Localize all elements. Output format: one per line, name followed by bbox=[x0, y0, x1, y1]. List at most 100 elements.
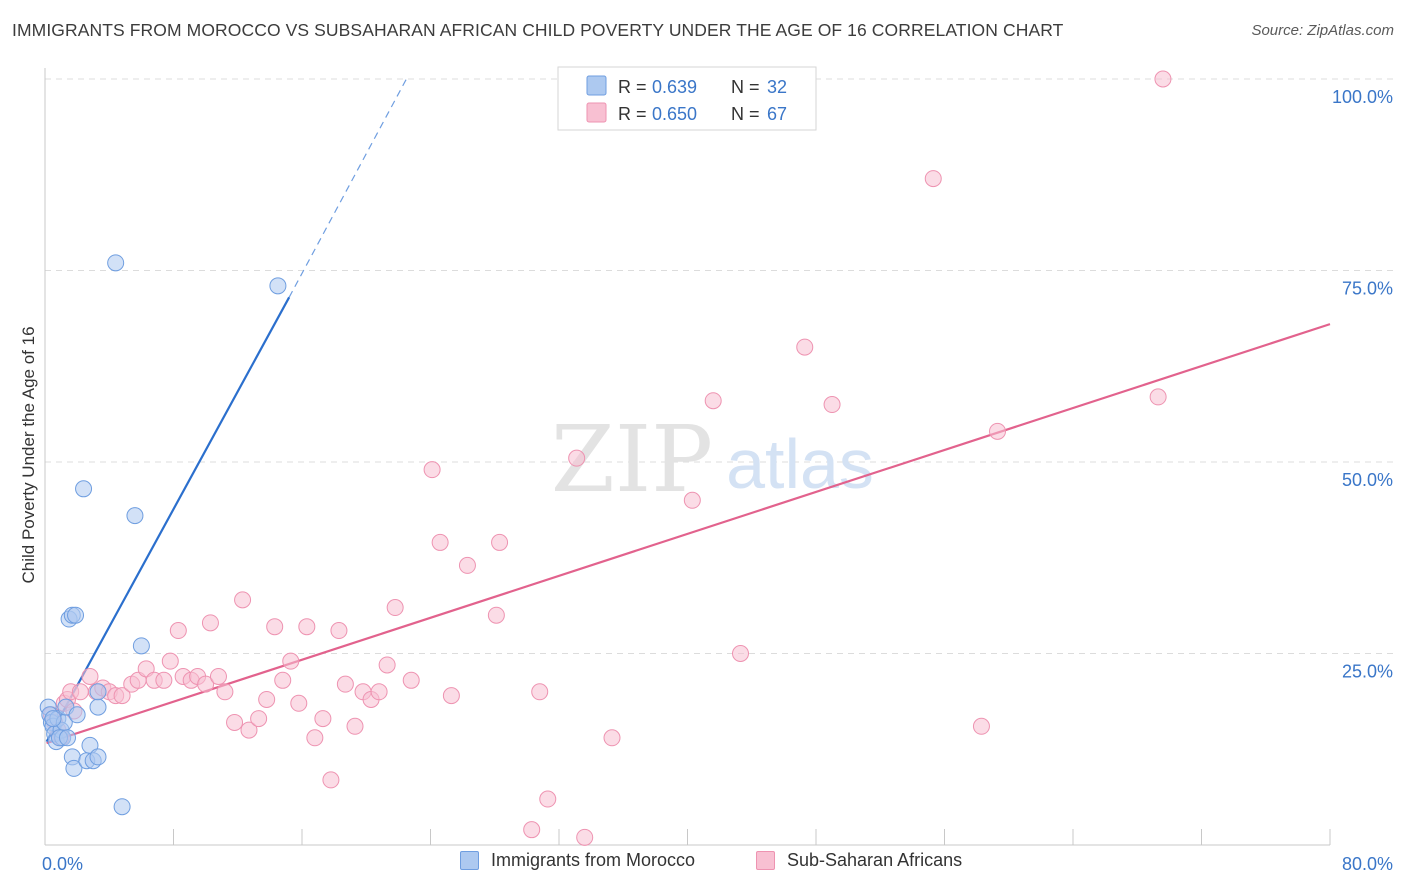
subsaharan-point-65 bbox=[732, 645, 750, 662]
x-tick-labels: 0.0% 80.0% bbox=[42, 854, 1393, 874]
gridlines bbox=[45, 78, 1395, 654]
subsaharan-point-48 bbox=[378, 656, 396, 674]
subsaharan-point-41 bbox=[322, 771, 340, 789]
morocco-point-17 bbox=[75, 480, 93, 498]
legend-r-value-morocco: 0.639 bbox=[652, 77, 697, 97]
subsaharan-point-31 bbox=[240, 721, 258, 739]
subsaharan-point-52 bbox=[431, 533, 449, 551]
subsaharan-point-30 bbox=[234, 591, 252, 609]
y-tick-label-2: 75.0% bbox=[1342, 279, 1393, 299]
subsaharan-point-50 bbox=[402, 671, 420, 689]
source-label: Source: ZipAtlas.com bbox=[1251, 22, 1394, 39]
subsaharan-point-66 bbox=[796, 338, 814, 356]
subsaharan-point-44 bbox=[346, 717, 364, 735]
subsaharan-point-21 bbox=[169, 622, 187, 640]
morocco-point-14 bbox=[68, 706, 86, 724]
trendlines bbox=[45, 78, 1331, 745]
subsaharan-point-61 bbox=[576, 828, 594, 846]
series-legend: Immigrants from Morocco Sub-Saharan Afri… bbox=[0, 850, 1406, 878]
morocco-point-25 bbox=[113, 798, 131, 816]
legend-n-label-subsaharan: N = bbox=[731, 104, 760, 124]
subsaharan-point-26 bbox=[201, 614, 219, 632]
morocco-point-31 bbox=[58, 729, 76, 747]
legend-n-value-morocco: 32 bbox=[767, 77, 787, 97]
legend-n-label-morocco: N = bbox=[731, 77, 760, 97]
watermark-atlas: atlas bbox=[726, 425, 874, 503]
morocco-point-28 bbox=[269, 277, 287, 295]
morocco-point-27 bbox=[132, 637, 150, 655]
legend-swatch-subsaharan bbox=[586, 102, 607, 123]
subsaharan-point-36 bbox=[282, 652, 300, 670]
subsaharan-point-47 bbox=[370, 683, 388, 701]
subsaharan-point-34 bbox=[266, 618, 284, 636]
morocco-point-21 bbox=[89, 748, 107, 766]
legend-item-morocco[interactable]: Immigrants from Morocco bbox=[460, 850, 695, 871]
legend-swatch-morocco-bottom bbox=[460, 851, 479, 870]
subsaharan-point-58 bbox=[531, 683, 549, 701]
morocco-point-13 bbox=[67, 606, 85, 624]
subsaharan-point-42 bbox=[330, 622, 348, 640]
subsaharan-point-35 bbox=[274, 671, 292, 689]
subsaharan-point-43 bbox=[336, 675, 354, 693]
morocco-points bbox=[39, 254, 287, 816]
subsaharan-point-9 bbox=[81, 667, 99, 685]
subsaharan-point-29 bbox=[226, 713, 244, 731]
subsaharan-point-39 bbox=[306, 729, 324, 747]
legend-swatch-subsaharan-bottom bbox=[756, 851, 775, 870]
y-tick-labels: 25.0% 50.0% 75.0% 100.0% bbox=[1332, 87, 1393, 682]
subsaharan-point-72 bbox=[1154, 70, 1172, 88]
y-tick-label-0: 25.0% bbox=[1342, 662, 1393, 682]
y-axis-label: Child Poverty Under the Age of 16 bbox=[19, 326, 38, 583]
subsaharan-point-69 bbox=[972, 717, 990, 735]
chart-title: IMMIGRANTS FROM MOROCCO VS SUBSAHARAN AF… bbox=[12, 20, 1064, 40]
subsaharan-point-19 bbox=[155, 671, 173, 689]
subsaharan-point-37 bbox=[290, 694, 308, 712]
subsaharan-point-17 bbox=[137, 660, 155, 678]
legend-swatch-morocco bbox=[586, 75, 607, 96]
subsaharan-point-67 bbox=[823, 396, 841, 414]
subsaharan-point-59 bbox=[539, 790, 557, 808]
subsaharan-point-27 bbox=[209, 667, 227, 685]
subsaharan-point-33 bbox=[258, 690, 276, 708]
subsaharan-point-54 bbox=[458, 556, 476, 574]
subsaharan-point-64 bbox=[704, 392, 722, 410]
subsaharan-point-57 bbox=[523, 821, 541, 839]
subsaharan-point-51 bbox=[423, 461, 441, 479]
subsaharan-point-53 bbox=[442, 687, 460, 705]
subsaharan-point-38 bbox=[298, 618, 316, 636]
legend-n-value-subsaharan: 67 bbox=[767, 104, 787, 124]
morocco-point-22 bbox=[89, 698, 107, 716]
subsaharan-point-63 bbox=[683, 491, 701, 509]
morocco-point-23 bbox=[89, 683, 107, 701]
legend-label-morocco: Immigrants from Morocco bbox=[491, 850, 696, 870]
subsaharan-point-25 bbox=[197, 675, 215, 693]
subsaharan-point-20 bbox=[161, 652, 179, 670]
y-tick-label-3: 100.0% bbox=[1332, 87, 1393, 107]
subsaharan-points bbox=[42, 70, 1172, 846]
stats-legend: R = 0.639 N = 32 R = 0.650 N = 67 bbox=[557, 66, 817, 131]
subsaharan-point-62 bbox=[603, 729, 621, 747]
x-tick-label-1: 80.0% bbox=[1342, 854, 1393, 874]
subsaharan-point-40 bbox=[314, 710, 332, 728]
morocco-trendline-extension bbox=[288, 78, 407, 298]
legend-r-label-morocco: R = bbox=[618, 77, 647, 97]
subsaharan-trendline bbox=[46, 323, 1331, 745]
x-tick-label-0: 0.0% bbox=[42, 854, 83, 874]
subsaharan-point-56 bbox=[491, 533, 509, 551]
y-tick-label-1: 50.0% bbox=[1342, 470, 1393, 490]
subsaharan-point-32 bbox=[250, 710, 268, 728]
legend-label-subsaharan: Sub-Saharan Africans bbox=[787, 850, 963, 870]
legend-item-subsaharan[interactable]: Sub-Saharan Africans bbox=[756, 850, 962, 871]
watermark: ZIP atlas bbox=[551, 406, 874, 513]
subsaharan-point-14 bbox=[113, 687, 131, 705]
morocco-point-16 bbox=[65, 759, 83, 777]
legend-r-value-subsaharan: 0.650 bbox=[652, 104, 697, 124]
morocco-point-26 bbox=[126, 507, 144, 525]
morocco-trendline bbox=[45, 296, 291, 743]
subsaharan-point-68 bbox=[924, 170, 942, 188]
subsaharan-point-70 bbox=[989, 422, 1007, 440]
morocco-point-24 bbox=[107, 254, 125, 272]
morocco-point-30 bbox=[44, 710, 62, 728]
subsaharan-point-28 bbox=[216, 683, 234, 701]
